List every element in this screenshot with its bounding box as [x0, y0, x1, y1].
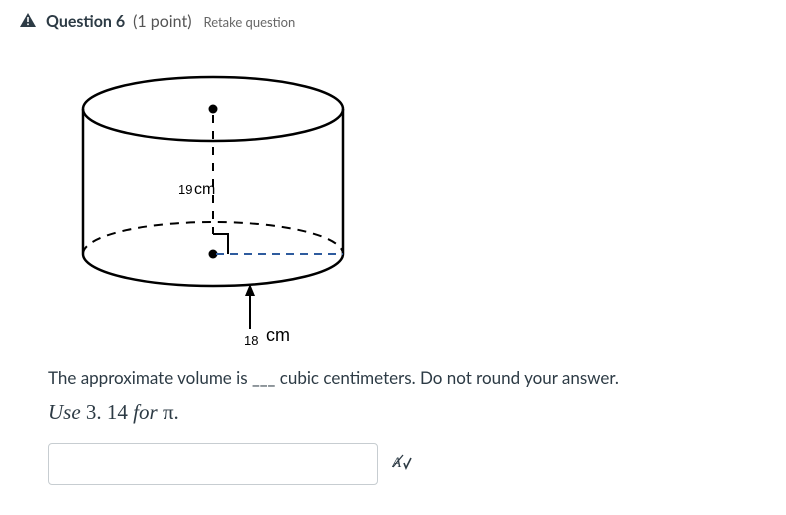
- prompt-blank: ___: [252, 367, 275, 388]
- prompt-after: cubic centimeters. Do not round your ans…: [280, 367, 619, 388]
- question-prompt: The approximate volume is ___ cubic cent…: [48, 367, 766, 388]
- question-number: Question 6: [46, 12, 125, 31]
- use-pi-instruction: Use 3. 14 for π.: [48, 400, 766, 425]
- cylinder-svg: 19 cm 18 cm: [48, 59, 348, 349]
- question-header: Question 6 (1 point) Retake question: [20, 12, 766, 31]
- points-label: (1 point): [133, 12, 191, 31]
- cylinder-figure: 19 cm 18 cm: [48, 59, 766, 353]
- radius-unit-text: cm: [266, 325, 290, 345]
- height-unit-text: cm: [194, 181, 215, 198]
- retake-link[interactable]: Retake question: [203, 14, 295, 30]
- answer-input[interactable]: [48, 443, 378, 485]
- warning-icon: [20, 12, 36, 31]
- answer-row: A: [48, 443, 766, 485]
- equation-editor-toggle-icon[interactable]: A: [392, 453, 412, 476]
- height-value-text: 19: [178, 182, 192, 197]
- radius-value-text: 18: [244, 333, 258, 348]
- prompt-before: The approximate volume is: [48, 367, 248, 388]
